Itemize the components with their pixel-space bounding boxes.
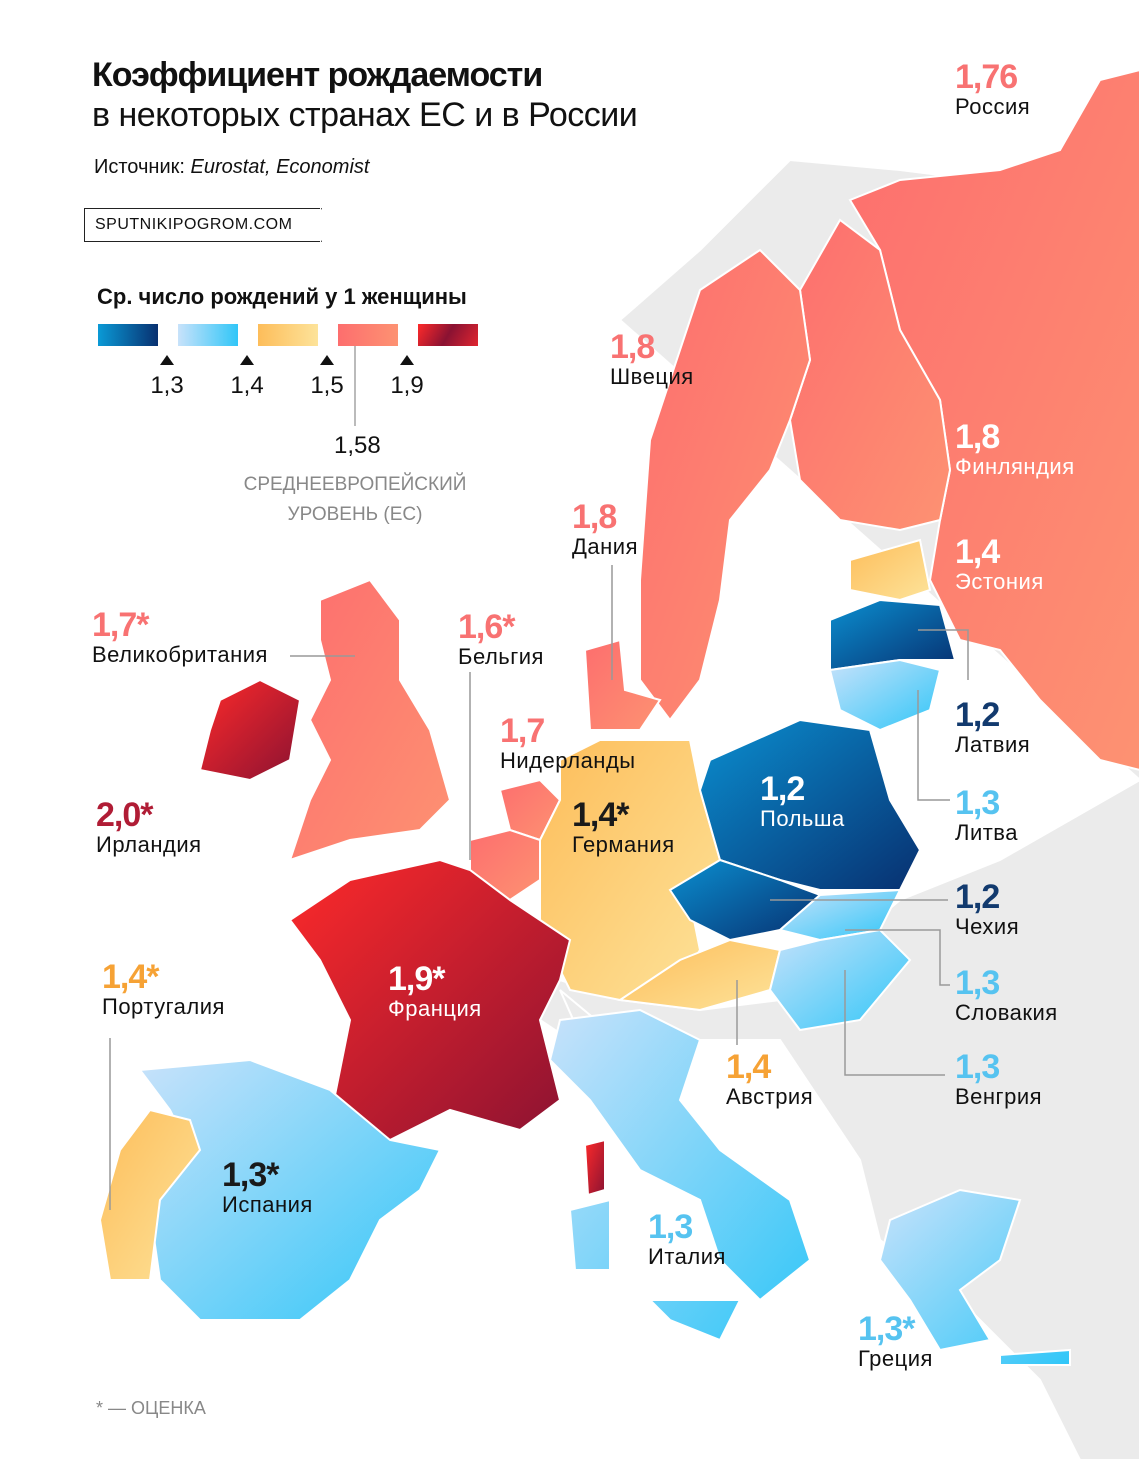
legend-tick: 1,9 (390, 372, 424, 399)
label-hungary: 1,3 Венгрия (955, 1048, 1043, 1109)
label-ireland: 2,0* Ирландия (96, 796, 202, 857)
legend-marker-icon (240, 355, 254, 365)
label-austria: 1,4 Австрия (726, 1048, 814, 1109)
label-netherlands: 1,7 Нидерланды (500, 712, 636, 773)
country-hungary (768, 928, 912, 1032)
label-czechia: 1,2 Чехия (955, 878, 1020, 939)
average-caption: СРЕДНЕЕВРОПЕЙСКИЙ УРОВЕНЬ (ЕС) (243, 474, 467, 525)
legend-swatch-salmon (338, 324, 398, 346)
country-slovakia (777, 888, 902, 942)
label-sweden: 1,8 Швеция (610, 328, 694, 389)
legend-swatch-orange (258, 324, 318, 346)
source: Источник: Eurostat, Economist (94, 156, 370, 178)
legend-swatch-dark-blue (98, 324, 158, 346)
country-latvia (829, 598, 957, 672)
label-poland: 1,2 Польша (760, 770, 845, 831)
average-value: 1,58 (334, 432, 381, 459)
label-estonia: 1,4 Эстония (955, 533, 1044, 594)
legend-marker-icon (400, 355, 414, 365)
title-line2: в некоторых странах ЕС и в России (92, 96, 638, 134)
corsica (583, 1138, 606, 1197)
label-spain: 1,3* Испания (222, 1156, 313, 1217)
legend-title: Ср. число рождений у 1 женщины (97, 284, 467, 309)
label-russia: 1,76 Россия (955, 58, 1031, 119)
country-greece (878, 1188, 1071, 1366)
label-lithuania: 1,3 Литва (955, 784, 1018, 845)
country-france (288, 858, 572, 1142)
legend-tick: 1,3 (150, 372, 184, 399)
label-portugal: 1,4* Португалия (102, 958, 225, 1019)
label-latvia: 1,2 Латвия (955, 696, 1031, 757)
footnote: * — ОЦЕНКА (96, 1398, 206, 1418)
country-italy (548, 1008, 812, 1342)
label-france: 1,9* Франция (388, 960, 482, 1021)
label-greece: 1,3* Греция (858, 1310, 933, 1371)
country-estonia (849, 538, 932, 602)
label-germany: 1,4* Германия (572, 796, 675, 857)
country-denmark (583, 638, 662, 731)
country-lithuania (828, 658, 942, 732)
label-finland: 1,8 Финляндия (955, 418, 1075, 479)
label-belgium: 1,6* Бельгия (458, 608, 544, 669)
label-slovakia: 1,3 Словакия (955, 964, 1058, 1025)
legend-tick: 1,5 (310, 372, 344, 399)
brand-tag[interactable]: SPUTNIKIPOGROM.COM (84, 208, 320, 242)
country-ireland (198, 678, 302, 782)
label-uk: 1,7* Великобритания (92, 606, 268, 667)
legend-marker-icon (320, 355, 334, 365)
label-denmark: 1,8 Дания (572, 498, 638, 559)
legend-swatch-light-blue (178, 324, 238, 346)
title-line1: Коэффициент рождаемости (92, 56, 543, 94)
legend-tick: 1,4 (230, 372, 264, 399)
legend-marker-icon (160, 355, 174, 365)
leader-lines (109, 565, 969, 1210)
country-portugal (98, 1108, 202, 1281)
label-italy: 1,3 Италия (648, 1208, 726, 1269)
country-sweden (639, 248, 812, 722)
country-uk (288, 578, 452, 862)
average-line (354, 346, 356, 426)
legend-swatch-red (418, 324, 478, 346)
